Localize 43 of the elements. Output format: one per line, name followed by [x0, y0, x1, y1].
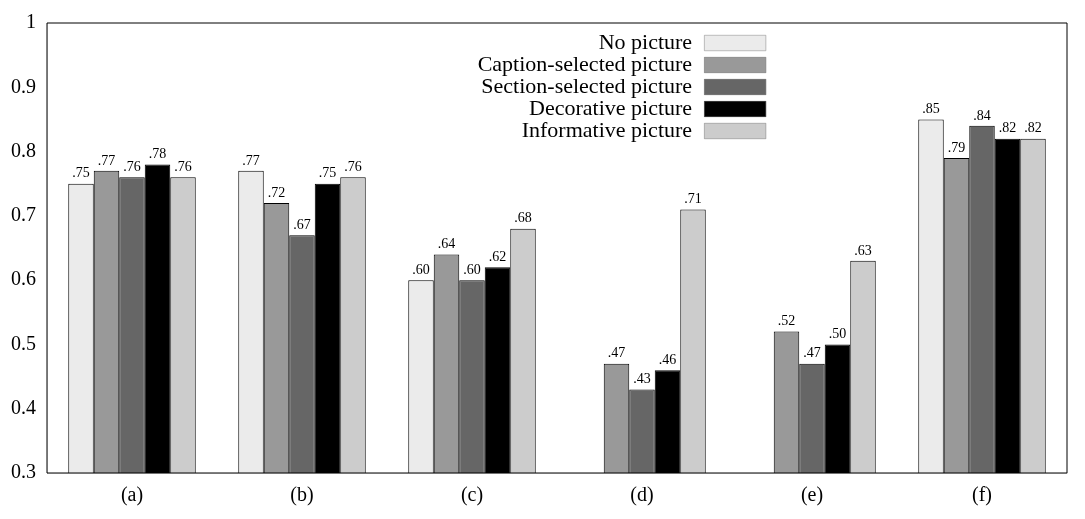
- x-tick-label: (c): [460, 483, 484, 507]
- data-label: .72: [267, 184, 286, 200]
- data-label: .60: [412, 261, 430, 277]
- data-label: .68: [514, 210, 532, 226]
- data-label: .76: [123, 158, 141, 174]
- data-label: .75: [72, 165, 90, 181]
- data-label: .82: [998, 120, 1017, 136]
- data-label: .43: [633, 371, 651, 387]
- data-label: .76: [174, 158, 192, 174]
- data-label: .82: [1024, 120, 1042, 136]
- data-label: .50: [828, 326, 847, 342]
- data-label: .60: [463, 261, 481, 277]
- data-label: .47: [803, 345, 821, 361]
- data-label: .62: [488, 248, 507, 264]
- x-tick-label: (e): [800, 483, 824, 507]
- data-label: .46: [658, 351, 677, 367]
- y-tick-label: 0.3: [11, 460, 36, 483]
- data-label: .84: [973, 107, 991, 123]
- data-label: .67: [293, 216, 311, 232]
- data-label: .85: [922, 101, 940, 117]
- x-tick-label: (b): [290, 483, 314, 507]
- y-tick-label: 0.8: [11, 138, 36, 161]
- data-label: .78: [148, 146, 167, 162]
- data-label: .76: [344, 158, 362, 174]
- x-tick-label: (f): [972, 483, 992, 507]
- data-label: .77: [97, 152, 116, 168]
- data-label: .71: [684, 191, 702, 207]
- data-label: .47: [607, 345, 626, 361]
- y-tick-label: 0.9: [11, 74, 36, 97]
- data-label: .77: [242, 152, 260, 168]
- data-label: .75: [318, 165, 337, 181]
- x-tick-label: (d): [630, 483, 654, 507]
- y-tick-label: 0.7: [11, 203, 36, 226]
- y-tick-label: 1: [26, 10, 36, 33]
- legend-label: No picture: [598, 28, 693, 54]
- x-tick-label: (a): [120, 483, 144, 507]
- data-label: .52: [777, 313, 796, 329]
- y-tick-label: 0.6: [11, 267, 36, 290]
- y-tick-label: 0.5: [11, 331, 36, 354]
- data-label: .63: [854, 242, 872, 258]
- data-label: .64: [437, 236, 456, 252]
- y-tick-label: 0.4: [11, 395, 36, 418]
- data-label: .79: [947, 139, 966, 155]
